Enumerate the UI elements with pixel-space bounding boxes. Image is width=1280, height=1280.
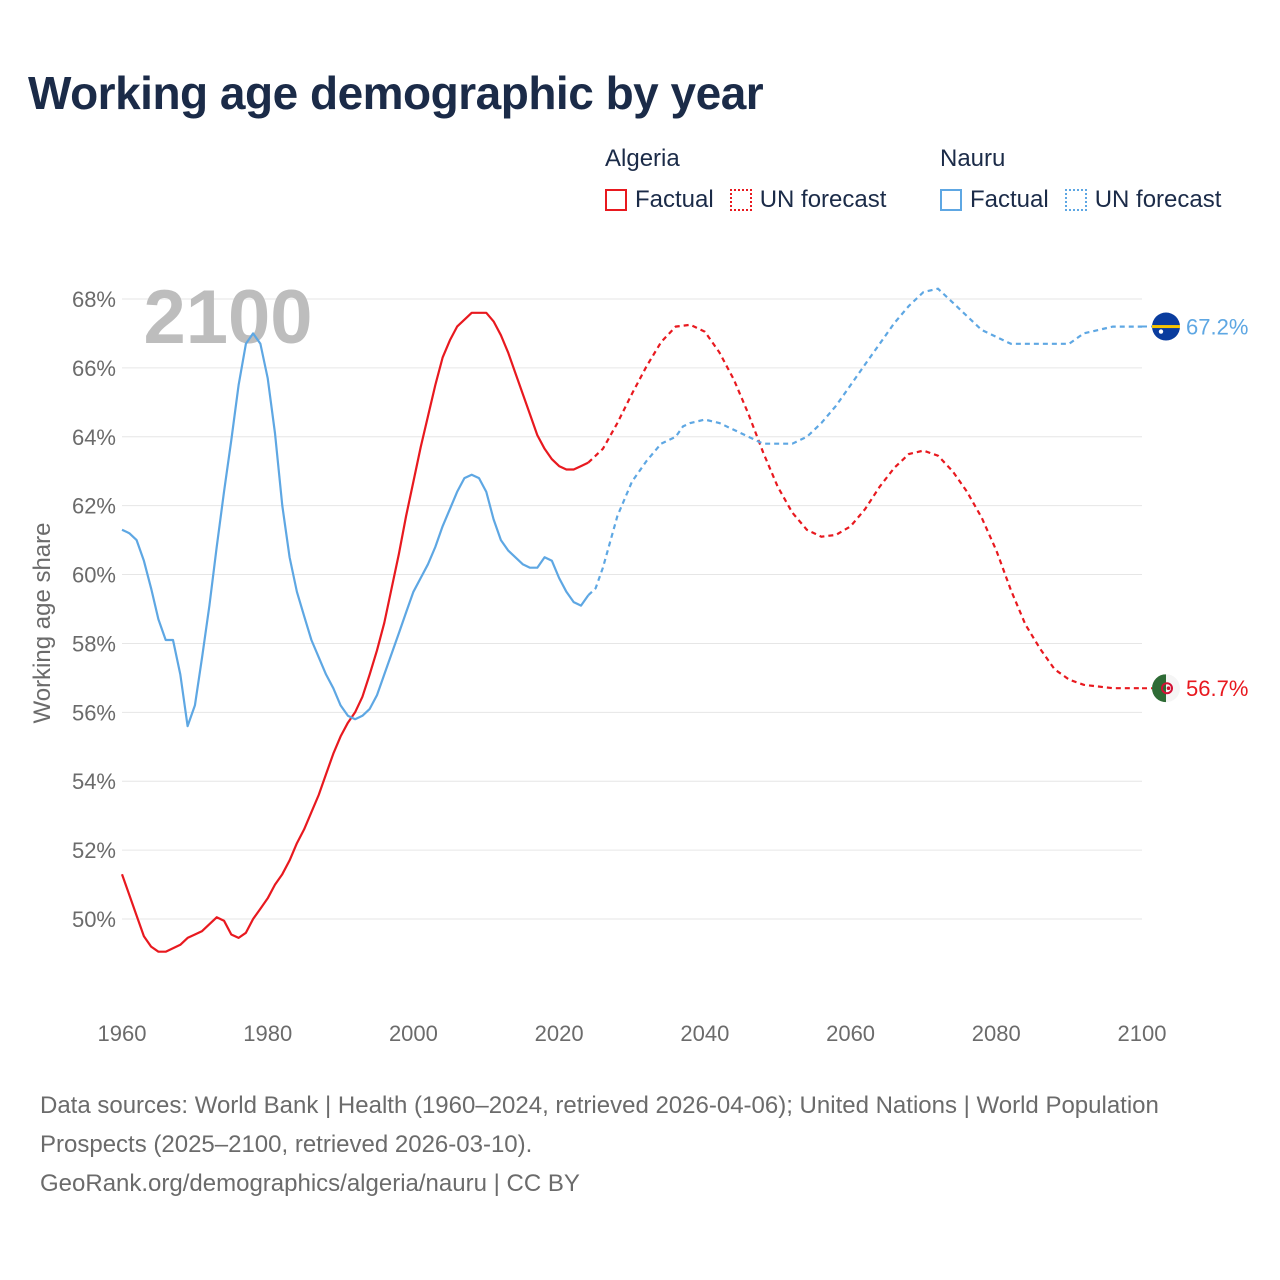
y-tick-label: 58% (72, 631, 116, 656)
algeria-forecast-line[interactable] (587, 323, 1142, 690)
x-tick-label: 2100 (1118, 1021, 1167, 1046)
x-tick-label: 2040 (680, 1021, 729, 1046)
legend-nauru-factual[interactable]: Factual (940, 186, 1049, 214)
legend-group-nauru: Nauru Factual UN forecast (940, 144, 1221, 214)
nauru-factual-line[interactable] (121, 332, 590, 728)
legend-nauru-forecast[interactable]: UN forecast (1064, 186, 1222, 214)
line-chart: 50% 52% 54% 56% 58% 60% 62% 64% 66% 68% 1960 1980 2… (29, 275, 1248, 1046)
algeria-flag-icon (1152, 674, 1180, 703)
year-watermark: 2100 (143, 275, 312, 360)
y-tick-label: 60% (72, 563, 116, 588)
nauru-flag-icon (1152, 312, 1180, 341)
legend-algeria-forecast[interactable]: UN forecast (729, 186, 887, 214)
y-tick-label: 68% (72, 287, 116, 312)
y-tick-label: 66% (72, 356, 116, 381)
x-tick-label: 1980 (243, 1021, 292, 1046)
y-axis-label: Working age share (29, 523, 56, 724)
x-tick-label: 2000 (389, 1021, 438, 1046)
algeria-end-value-label: 56.7% (1186, 676, 1248, 701)
legend-group-name: Algeria (605, 145, 680, 172)
y-tick-label: 64% (72, 425, 116, 450)
nauru-forecast-line[interactable] (587, 287, 1142, 596)
legend-group-name: Nauru (940, 145, 1006, 172)
legend-dotted-swatch-icon (729, 189, 752, 211)
footer: Data sources: World Bank | Health (1960–… (40, 1086, 1240, 1203)
y-tick-label: 54% (72, 769, 116, 794)
legend-label: UN forecast (1094, 186, 1222, 213)
legend-solid-swatch-icon (940, 189, 962, 211)
x-tick-label: 2020 (535, 1021, 584, 1046)
legend-label: Factual (970, 186, 1049, 213)
legend-algeria-factual[interactable]: Factual (605, 186, 714, 214)
x-tick-label: 1960 (98, 1021, 147, 1046)
x-tick-label: 2060 (826, 1021, 875, 1046)
y-tick-label: 52% (72, 838, 116, 863)
nauru-end-value-label: 67.2% (1186, 315, 1248, 340)
algeria-factual-line[interactable] (120, 311, 589, 953)
data-sources: Data sources: World Bank | Health (1960–… (40, 1092, 1159, 1158)
y-tick-label: 50% (72, 907, 116, 932)
legend-group-algeria: Algeria Factual UN forecast (605, 144, 902, 214)
x-tick-label: 2080 (972, 1021, 1021, 1046)
attribution-link[interactable]: GeoRank.org/demographics/algeria/nauru |… (40, 1170, 580, 1197)
y-tick-label: 62% (72, 494, 116, 519)
y-tick-label: 56% (72, 700, 116, 725)
legend-label: Factual (635, 186, 714, 213)
legend-label: UN forecast (759, 186, 887, 213)
legend-solid-swatch-icon (605, 189, 627, 211)
legend-row: Factual UN forecast (940, 186, 1221, 214)
legend-dotted-swatch-icon (1064, 189, 1087, 211)
legend-row: Factual UN forecast (605, 186, 902, 214)
page-title: Working age demographic by year (28, 67, 764, 119)
